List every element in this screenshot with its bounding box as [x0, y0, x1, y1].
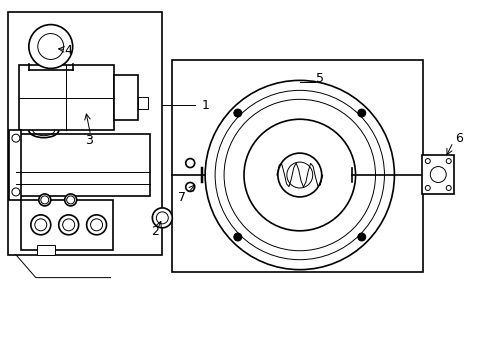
- Circle shape: [59, 215, 79, 235]
- Circle shape: [425, 185, 429, 190]
- Bar: [37, 245, 55, 255]
- Circle shape: [35, 219, 47, 231]
- Circle shape: [185, 159, 194, 167]
- Circle shape: [205, 80, 394, 270]
- Circle shape: [41, 196, 49, 204]
- Circle shape: [152, 208, 172, 228]
- Circle shape: [224, 99, 375, 251]
- Bar: [19, 66, 113, 130]
- Circle shape: [90, 219, 102, 231]
- Text: 4: 4: [64, 44, 73, 57]
- Circle shape: [244, 119, 355, 231]
- Bar: [113, 75, 138, 120]
- Circle shape: [12, 134, 20, 142]
- Circle shape: [38, 33, 63, 59]
- Bar: [21, 200, 112, 250]
- Circle shape: [29, 24, 73, 68]
- Bar: [8, 12, 162, 255]
- Circle shape: [233, 233, 241, 241]
- FancyBboxPatch shape: [422, 155, 453, 194]
- Circle shape: [66, 196, 75, 204]
- Circle shape: [357, 233, 365, 241]
- Circle shape: [62, 219, 75, 231]
- Bar: [138, 97, 148, 109]
- Circle shape: [215, 90, 384, 260]
- Bar: [16, 134, 150, 196]
- Text: 5: 5: [315, 72, 323, 85]
- Circle shape: [446, 185, 450, 190]
- Circle shape: [429, 167, 446, 183]
- Circle shape: [12, 188, 20, 196]
- Circle shape: [39, 194, 51, 206]
- Circle shape: [185, 183, 194, 192]
- Text: 7: 7: [178, 192, 186, 204]
- Circle shape: [286, 162, 312, 188]
- Circle shape: [357, 109, 365, 117]
- Circle shape: [425, 159, 429, 163]
- Circle shape: [156, 212, 168, 224]
- Circle shape: [277, 153, 321, 197]
- Circle shape: [233, 109, 241, 117]
- Circle shape: [86, 215, 106, 235]
- Text: 2: 2: [151, 225, 159, 238]
- Bar: [172, 60, 423, 272]
- Circle shape: [64, 194, 77, 206]
- Text: 3: 3: [84, 134, 92, 147]
- Bar: [9, 130, 21, 200]
- Circle shape: [31, 215, 51, 235]
- Circle shape: [446, 159, 450, 163]
- Text: 1: 1: [201, 99, 209, 112]
- Text: 6: 6: [454, 132, 462, 145]
